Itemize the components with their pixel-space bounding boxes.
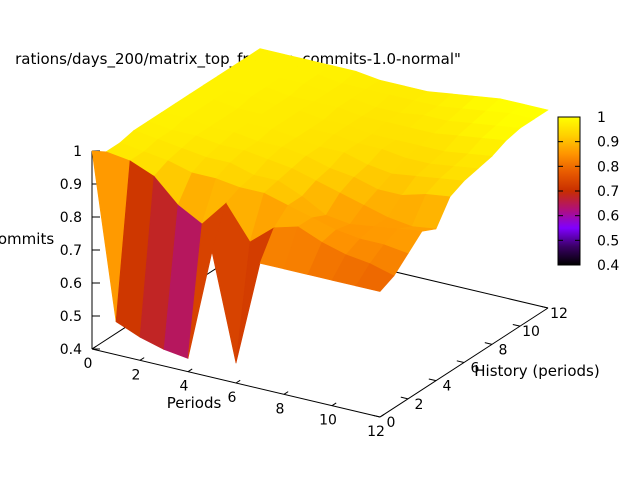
colorbar-tick-label: 0.4 — [597, 258, 619, 274]
chart-title: rations/days_200/matrix_top_fraction_com… — [15, 50, 461, 69]
x-tick-label: 6 — [228, 390, 237, 406]
colorbar-tick-label: 0.5 — [597, 233, 619, 249]
x-tick-label: 0 — [84, 356, 93, 372]
colorbar-tick-label: 0.6 — [597, 209, 619, 225]
y-tick-label: 2 — [415, 397, 424, 413]
y-tick-mark — [456, 360, 465, 363]
z-tick-label: 0.6 — [60, 276, 82, 292]
x-tick-label: 10 — [319, 413, 337, 429]
y-tick-label: 4 — [443, 379, 452, 395]
z-axis-label: ommits — [0, 230, 54, 248]
y-tick-label: 8 — [499, 342, 508, 358]
x-axis-label: Periods — [167, 394, 222, 412]
x-tick-mark — [139, 357, 145, 361]
colorbar-tick-label: 0.9 — [597, 135, 619, 151]
y-tick-mark — [428, 378, 437, 382]
surface — [91, 48, 549, 364]
x-tick-mark — [235, 379, 241, 384]
y-tick-label: 0 — [387, 415, 396, 431]
z-tick-label: 0.7 — [60, 243, 82, 259]
y-tick-mark — [540, 305, 549, 309]
surface-patch — [355, 263, 395, 292]
y-tick-label: 6 — [471, 361, 480, 377]
x-tick-mark — [91, 345, 97, 350]
z-tick-label: 0.4 — [60, 342, 82, 358]
y-tick-label: 10 — [522, 324, 540, 340]
z-tick-label: 0.8 — [60, 210, 82, 226]
y-tick-mark — [400, 396, 409, 400]
z-tick-label: 0.9 — [60, 177, 82, 193]
y-tick-mark — [512, 323, 521, 327]
x-tick-label: 4 — [180, 379, 189, 395]
x-tick-label: 12 — [367, 424, 385, 440]
x-tick-mark — [187, 368, 193, 373]
x-tick-mark — [379, 413, 385, 418]
x-tick-mark — [331, 402, 337, 407]
x-tick-mark — [283, 391, 289, 395]
y-tick-mark — [484, 342, 493, 345]
colorbar-tick-label: 0.8 — [597, 159, 619, 175]
z-tick-label: 0.5 — [60, 309, 82, 325]
colorbar-tick-label: 0.7 — [597, 184, 619, 200]
y-tick-mark — [372, 414, 381, 418]
colorbar-tick-label: 1 — [597, 110, 606, 126]
z-tick-label: 1 — [73, 144, 82, 160]
x-tick-label: 8 — [276, 401, 285, 417]
x-tick-label: 2 — [132, 367, 141, 383]
colorbar: 0.4 0.5 0.6 0.7 0.8 0.9 1 — [557, 110, 619, 274]
y-axis-label: History (periods) — [474, 362, 599, 380]
y-tick-label: 12 — [550, 306, 568, 322]
